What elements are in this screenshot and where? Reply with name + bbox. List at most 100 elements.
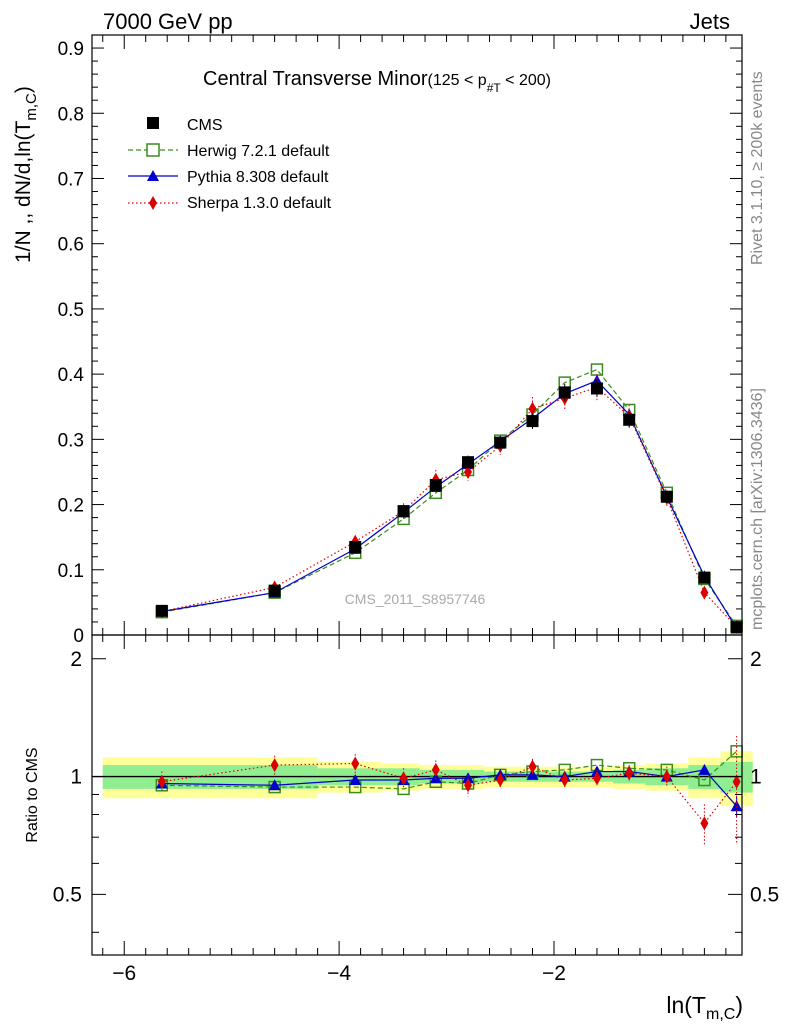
energy-label: 7000 GeV pp: [103, 9, 233, 34]
ratio-sherpa-point: [732, 774, 741, 789]
legend-herwig-label: Herwig 7.2.1 default: [187, 143, 330, 160]
main-cms-point: [155, 604, 168, 617]
ratio-sherpa-point: [662, 769, 671, 784]
main-panel: 0 0.1 0.2 0.3 0.4 0.5 0.6 0.7 0.8 0.9 Central Tra…: [12, 34, 743, 647]
ratio-pythia-point: [526, 768, 539, 780]
ratio-pythia-point: [698, 763, 711, 775]
main-y-axis-label: 1/N ,, dN/d,ln(Tm,C): [12, 86, 40, 263]
main-cms-point: [698, 571, 711, 584]
xlabel-main: ln(T: [666, 992, 706, 1018]
main-y-tick-label: 0: [73, 626, 84, 647]
main-sherpa-point: [464, 464, 473, 479]
legend-cms-label: CMS: [187, 117, 223, 134]
legend-sherpa-label: Sherpa 1.3.0 default: [187, 195, 332, 212]
main-sherpa-point: [700, 585, 709, 600]
ratio-y-tick-label-right: 2: [750, 648, 762, 671]
main-y-tick-label: 0.1: [58, 561, 84, 582]
main-y-tick-label: 0.8: [58, 104, 84, 125]
xlabel-sub: m,C: [706, 1006, 735, 1023]
ratio-sherpa-point: [270, 758, 279, 773]
x-tick-label: −4: [327, 962, 351, 985]
analysis-watermark: CMS_2011_S8957746: [345, 591, 486, 607]
title-cut-tail: < 200): [501, 72, 551, 89]
main-cms-point: [349, 540, 362, 553]
main-cms-point: [526, 415, 539, 428]
main-sherpa-point: [528, 401, 537, 416]
main-cms-point: [268, 584, 281, 597]
ylabel-main: 1/N ,, dN/d,ln(T: [12, 120, 35, 263]
ratio-sherpa-point: [592, 771, 601, 786]
legend-cms-marker: [147, 117, 159, 129]
ratio-y-tick-label-right: 0.5: [750, 883, 779, 906]
main-herwig-line: [161, 368, 738, 627]
main-y-tick-label: 0.6: [58, 235, 84, 256]
main-cms-point: [660, 490, 673, 503]
ratio-x-axis: −6 −4 −2: [102, 635, 727, 985]
ratio-y-tick-label: 2: [70, 648, 82, 671]
ratio-pythia-point: [730, 800, 743, 812]
ratio-panel: 0.5 0.5 1 1 2 2 −6 −4 −2 Ratio to CMS ln(Tm,C): [24, 634, 779, 1023]
title-main: Central Transverse Minor: [203, 68, 428, 90]
title-cut: (125 < p: [428, 72, 487, 89]
ratio-sherpa-point: [496, 772, 505, 787]
legend-sherpa-marker: [149, 196, 157, 210]
main-y-tick-label: 0.5: [58, 300, 84, 321]
main-cms-point: [558, 386, 571, 399]
ratio-sherpa-point: [700, 816, 709, 831]
main-y-axis: 0 0.1 0.2 0.3 0.4 0.5 0.6 0.7 0.8 0.9: [58, 34, 742, 647]
ratio-sherpa-line: [161, 762, 738, 825]
title-cut-sub: #T: [487, 81, 502, 95]
main-plot-content: [155, 363, 743, 635]
ratio-pythia-point: [429, 772, 442, 784]
ratio-sherpa-point: [464, 778, 473, 793]
chart-title: Central Transverse Minor(125 < p#T < 200…: [203, 68, 551, 95]
main-pythia-line: [161, 379, 738, 629]
x-axis-label: ln(Tm,C): [666, 992, 743, 1023]
ratio-sherpa-point: [351, 756, 360, 771]
rivet-label: Rivet 3.1.10, ≥ 200k events: [749, 71, 766, 265]
legend-herwig-marker: [146, 143, 160, 157]
ratio-sherpa-point: [560, 772, 569, 787]
ratio-y-tick-label: 0.5: [53, 883, 82, 906]
main-y-tick-label: 0.9: [58, 39, 84, 60]
main-cms-point: [494, 436, 507, 449]
main-cms-point: [462, 456, 475, 469]
main-y-tick-label: 0.7: [58, 169, 84, 190]
main-cms-point: [623, 413, 636, 426]
ratio-y-tick-label-right: 1: [750, 766, 762, 789]
ratio-sherpa-point: [157, 774, 166, 789]
ratio-sherpa-point: [399, 771, 408, 786]
main-x-axis-ticks: [102, 35, 727, 635]
main-y-tick-label: 0.3: [58, 430, 84, 451]
process-label: Jets: [690, 9, 730, 34]
main-herwig-point: [590, 363, 604, 376]
main-y-tick-label: 0.4: [58, 365, 85, 386]
ratio-sherpa-point: [431, 762, 440, 777]
ylabel-sub: m,C: [23, 93, 40, 121]
legend-pythia-marker: [147, 170, 159, 181]
ratio-pythia-point: [268, 779, 281, 791]
ratio-y-axis-label: Ratio to CMS: [24, 747, 41, 842]
ratio-y-axis: 0.5 0.5 1 1 2 2: [53, 648, 779, 933]
main-cms-point: [429, 479, 442, 491]
legend: CMS Herwig 7.2.1 default Pythia 8.308 de…: [128, 117, 332, 212]
main-cms-point: [730, 621, 743, 634]
ratio-sherpa-point: [625, 766, 634, 781]
main-sherpa-line: [161, 386, 738, 628]
ylabel-tail: ): [12, 86, 35, 93]
x-tick-label: −2: [542, 962, 566, 985]
ratio-pythia-point: [349, 773, 362, 785]
ratio-sherpa-point: [528, 759, 537, 774]
ratio-frame: [91, 634, 743, 956]
main-cms-point: [590, 382, 603, 395]
ratio-pythia-point: [462, 772, 475, 784]
mcplots-label: mcplots.cern.ch [arXiv:1306.3436]: [749, 388, 766, 630]
x-tick-label: −6: [112, 962, 136, 985]
xlabel-tail: ): [735, 992, 743, 1018]
main-y-tick-label: 0.2: [58, 496, 84, 517]
main-cms-point: [397, 505, 410, 518]
ratio-plot-content: [92, 735, 753, 845]
ratio-y-tick-label: 1: [70, 766, 82, 789]
legend-pythia-label: Pythia 8.308 default: [187, 169, 329, 186]
